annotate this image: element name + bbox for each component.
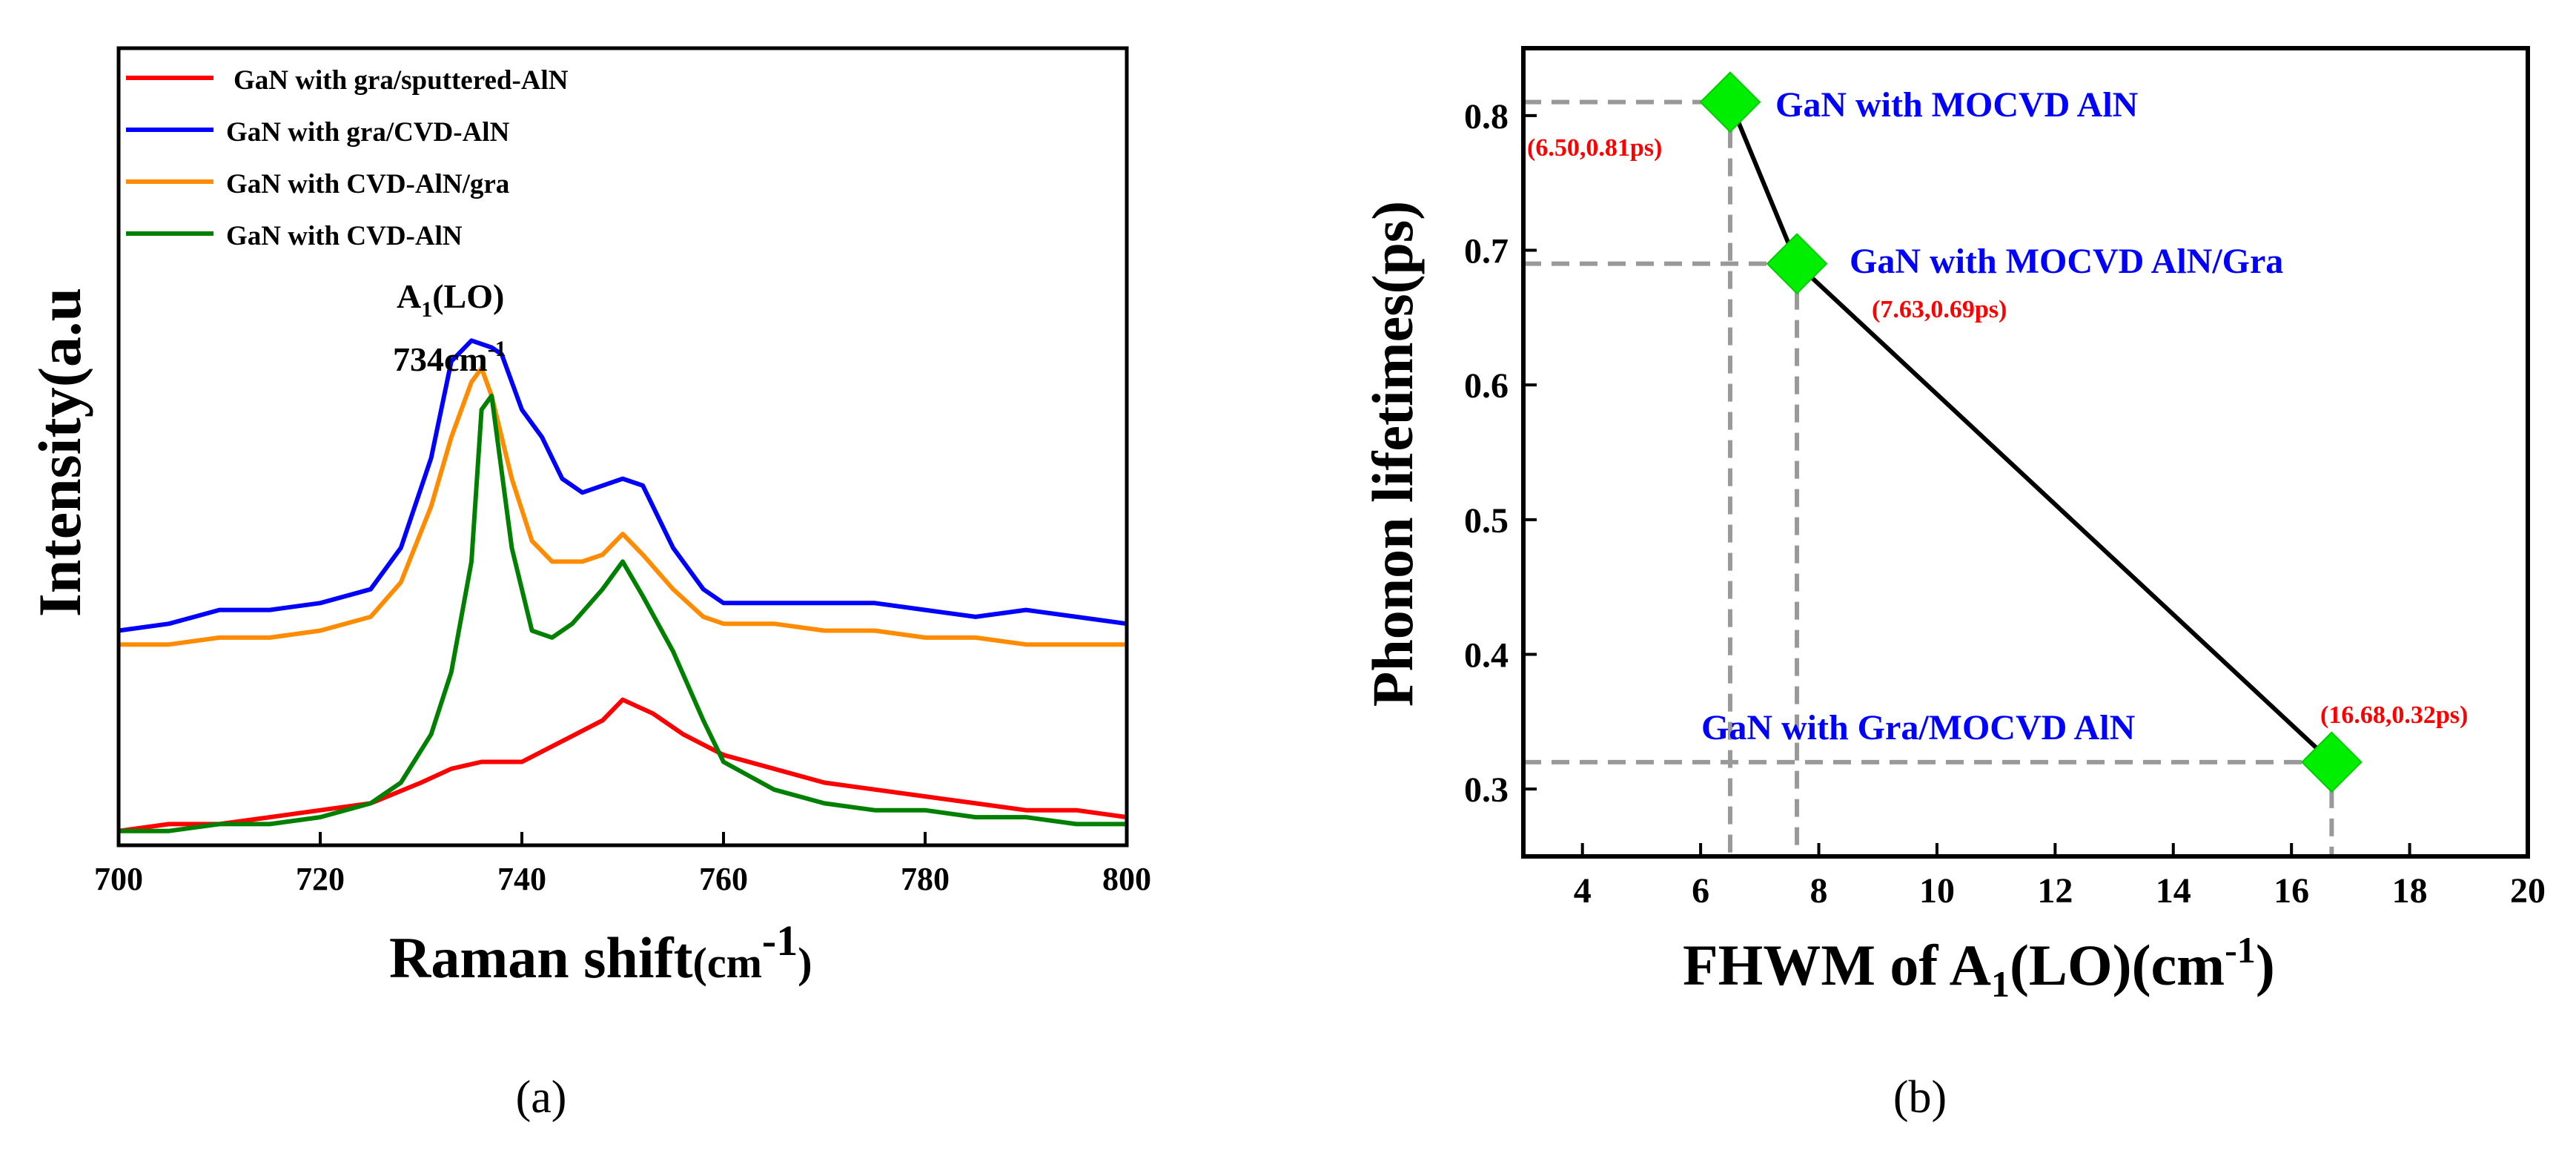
legend-label-sputtered: GaN with gra/sputtered-AlN bbox=[234, 65, 569, 96]
x-tick-label: 700 bbox=[94, 861, 143, 897]
panel-a-series-group bbox=[118, 338, 1128, 833]
x-tick-label: 20 bbox=[2510, 871, 2546, 911]
point-value-0: (6.50,0.81ps) bbox=[1527, 134, 1662, 162]
panel-b-chart: 4 6 8 10 12 14 16 18 20 0.3 0.4 0.5 0.6 0.7 0.8 GaN w… bbox=[1360, 46, 2546, 1123]
y-tick-label: 0.4 bbox=[1464, 636, 1509, 675]
panel-b-y-ticks: 0.3 0.4 0.5 0.6 0.7 0.8 bbox=[1464, 97, 1537, 810]
panel-b-x-ticks: 4 6 8 10 12 14 16 18 20 bbox=[1574, 843, 2546, 911]
panel-b-plot-frame bbox=[1521, 46, 2530, 859]
x-tick-label: 780 bbox=[901, 861, 950, 897]
x-tick-label: 740 bbox=[497, 861, 546, 897]
point-name-mocvd-gra: GaN with MOCVD AlN/Gra bbox=[1850, 242, 2283, 281]
x-tick-label: 8 bbox=[1810, 871, 1828, 911]
scatter-point-0 bbox=[1699, 71, 1761, 133]
panel-a-plot-frame bbox=[116, 46, 1129, 848]
panel-a-chart: 700 720 740 760 780 800 GaN with gra/sputtere… bbox=[26, 46, 1151, 1123]
peak-mode-label: A1(LO) bbox=[397, 277, 504, 322]
series-line-1 bbox=[118, 338, 1128, 633]
caption-b: (b) bbox=[1893, 1072, 1947, 1123]
x-tick-label: 10 bbox=[1919, 871, 1955, 911]
series-line-2 bbox=[119, 366, 1127, 647]
series-line-3 bbox=[119, 393, 1127, 833]
x-tick-label: 16 bbox=[2274, 871, 2309, 911]
point-name-mocvd: GaN with MOCVD AlN bbox=[1775, 85, 2139, 125]
legend-label-cvd-gra: GaN with CVD-AlN/gra bbox=[226, 169, 509, 199]
y-tick-label: 0.5 bbox=[1464, 501, 1509, 541]
x-tick-label: 14 bbox=[2156, 871, 2191, 911]
legend-label-gra-cvd: GaN with gra/CVD-AlN bbox=[226, 117, 510, 148]
x-tick-label: 720 bbox=[296, 861, 345, 897]
x-tick-label: 12 bbox=[2037, 871, 2073, 911]
panel-b-x-axis-label: FHWM of A1(LO)(cm-1) bbox=[1683, 929, 2275, 1005]
panel-b-y-axis-label: Phonon lifetimes(ps) bbox=[1360, 201, 1425, 707]
y-tick-label: 0.3 bbox=[1464, 770, 1509, 810]
panel-b-markers bbox=[1699, 71, 2363, 793]
peak-position-label: 734cm-1 bbox=[393, 337, 506, 378]
panel-a-y-axis-label: Intensity(a.u bbox=[26, 288, 93, 617]
x-tick-label: 18 bbox=[2392, 871, 2428, 911]
x-tick-label: 800 bbox=[1102, 861, 1151, 897]
legend-label-cvd: GaN with CVD-AlN bbox=[226, 221, 463, 251]
x-tick-label: 760 bbox=[699, 861, 748, 897]
y-tick-label: 0.7 bbox=[1464, 232, 1509, 271]
series-line-0 bbox=[118, 697, 1128, 833]
panel-a-x-ticks: 700 720 740 760 780 800 bbox=[94, 832, 1151, 897]
x-tick-label: 6 bbox=[1692, 871, 1709, 911]
point-value-1: (7.63,0.69ps) bbox=[1872, 296, 2007, 323]
panel-a-x-axis-label: Raman shift(cm-1) bbox=[389, 916, 812, 990]
point-value-2: (16.68,0.32ps) bbox=[2320, 701, 2468, 729]
caption-a: (a) bbox=[516, 1072, 567, 1123]
x-tick-label: 4 bbox=[1574, 871, 1592, 911]
y-tick-label: 0.8 bbox=[1464, 97, 1509, 136]
scatter-point-2 bbox=[2300, 731, 2363, 793]
panel-b-connector-line bbox=[1728, 101, 2334, 764]
panel-a-legend: GaN with gra/sputtered-AlN GaN with gra/… bbox=[126, 65, 569, 251]
y-tick-label: 0.6 bbox=[1464, 366, 1509, 406]
point-name-gra-mocvd: GaN with Gra/MOCVD AlN bbox=[1701, 708, 2136, 747]
scatter-point-1 bbox=[1766, 233, 1828, 295]
